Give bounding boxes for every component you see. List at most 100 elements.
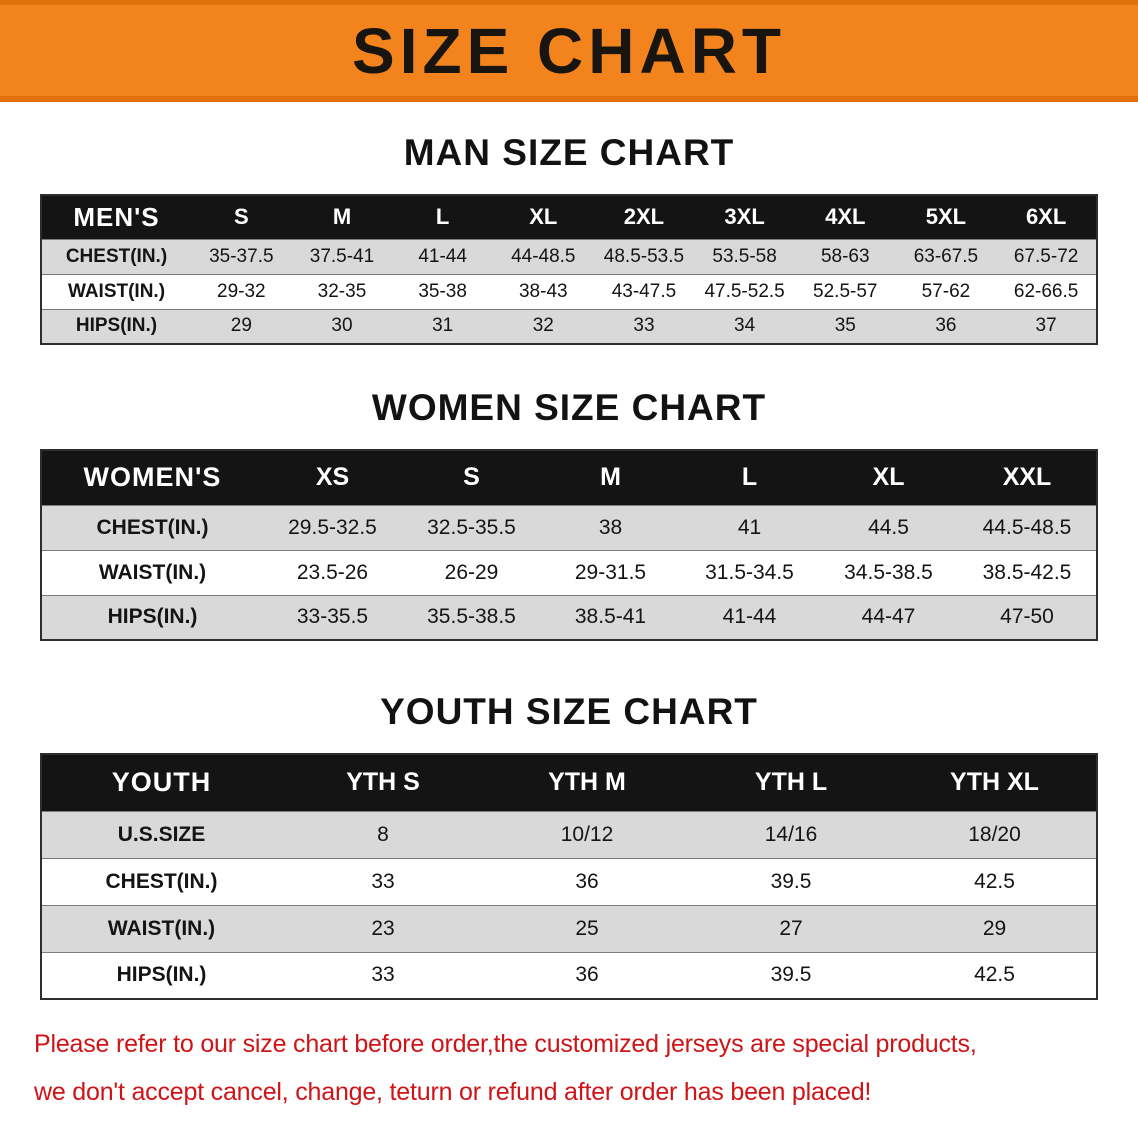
size-value-cell: 36 — [485, 951, 689, 999]
size-value-cell: 33 — [593, 308, 695, 344]
size-value-cell: 44-48.5 — [492, 238, 594, 274]
size-column-header: XL — [529, 204, 558, 230]
measurement-row: CHEST(IN.) 29.5-32.5 32.5-35.5 38 41 44.5 44.5… — [41, 504, 1097, 550]
size-value-cell: 44.5 — [819, 504, 958, 550]
table-header-row: YOUTH YTH S YTH M YTH L YTH XL — [41, 754, 1097, 811]
measurement-row: CHEST(IN.) 35-37.5 37.5-41 41-44 44-48.5 48.5… — [41, 238, 1097, 274]
size-value-cell: 32.5-35.5 — [402, 504, 541, 550]
size-value-cell: 29-32 — [191, 273, 292, 309]
measurement-row: WAIST(IN.) 29-32 32-35 35-38 38-43 43-47.5 47.… — [41, 273, 1097, 309]
youth-size-table: YOUTH YTH S YTH M YTH L YTH XL U.S.SIZE 8 10/12… — [40, 753, 1098, 1000]
size-column-header: YTH XL — [950, 768, 1039, 797]
size-value-cell: 42.5 — [893, 857, 1097, 905]
size-value-cell: 33 — [281, 951, 485, 999]
row-label-cell: WAIST(IN.) — [41, 549, 263, 595]
size-column-header: XS — [315, 463, 350, 492]
size-column-header: L — [741, 463, 758, 492]
size-value-cell: 39.5 — [689, 857, 893, 905]
measurement-row: HIPS(IN.) 29 30 31 32 33 34 35 36 37 — [41, 308, 1097, 344]
size-column-header: M — [332, 204, 352, 230]
size-column-header: 4XL — [825, 204, 866, 230]
size-value-cell: 34.5-38.5 — [819, 549, 958, 595]
size-value-cell: 14/16 — [689, 810, 893, 858]
size-value-cell: 48.5-53.5 — [593, 238, 695, 274]
row-label-cell: HIPS(IN.) — [41, 594, 263, 640]
size-value-cell: 41 — [680, 504, 819, 550]
measurement-row: HIPS(IN.) 33 36 39.5 42.5 — [41, 951, 1097, 999]
size-value-cell: 41-44 — [680, 594, 819, 640]
size-value-cell: 35.5-38.5 — [402, 594, 541, 640]
size-value-cell: 33 — [281, 857, 485, 905]
row-label-cell: HIPS(IN.) — [41, 308, 191, 344]
size-value-cell: 35 — [794, 308, 896, 344]
table-title-cell: WOMEN'S — [83, 462, 222, 493]
size-value-cell: 29-31.5 — [541, 549, 680, 595]
size-value-cell: 27 — [689, 904, 893, 952]
size-value-cell: 35-38 — [392, 273, 493, 309]
disclaimer-line-1: Please refer to our size chart before or… — [34, 1030, 977, 1058]
size-column-header: XL — [872, 463, 905, 492]
measurement-row: HIPS(IN.) 33-35.5 35.5-38.5 38.5-41 41-44 44-… — [41, 594, 1097, 640]
size-value-cell: 32 — [492, 308, 594, 344]
men-size-table: MEN'S S M L XL 2XL 3XL 4XL 5XL 6XL CHEST(IN.) 35-37… — [40, 194, 1098, 345]
size-value-cell: 36 — [485, 857, 689, 905]
size-value-cell: 38-43 — [492, 273, 594, 309]
size-value-cell: 52.5-57 — [794, 273, 896, 309]
size-column-header: S — [233, 204, 249, 230]
size-value-cell: 25 — [485, 904, 689, 952]
row-label-cell: CHEST(IN.) — [41, 504, 263, 550]
men-size-chart-section: MAN SIZE CHART MEN'S S M L XL 2XL 3XL 4XL 5XL 6XL… — [0, 132, 1138, 345]
size-value-cell: 18/20 — [893, 810, 1097, 858]
disclaimer-line-2: we don't accept cancel, change, teturn o… — [34, 1078, 872, 1107]
size-value-cell: 38.5-41 — [541, 594, 680, 640]
size-value-cell: 23 — [281, 904, 485, 952]
size-value-cell: 43-47.5 — [593, 273, 695, 309]
size-value-cell: 47-50 — [958, 594, 1097, 640]
size-value-cell: 41-44 — [392, 238, 493, 274]
size-value-cell: 47.5-52.5 — [694, 273, 795, 309]
size-column-header: YTH M — [548, 768, 626, 797]
size-column-header: L — [435, 204, 450, 230]
size-value-cell: 44-47 — [819, 594, 958, 640]
size-value-cell: 42.5 — [893, 951, 1097, 999]
table-header-row: MEN'S S M L XL 2XL 3XL 4XL 5XL 6XL — [41, 195, 1097, 239]
size-value-cell: 57-62 — [895, 273, 997, 309]
men-section-heading: MAN SIZE CHART — [403, 132, 735, 173]
measurement-row: WAIST(IN.) 23.5-26 26-29 29-31.5 31.5-34.5 34… — [41, 549, 1097, 595]
page-title: SIZE CHART — [352, 14, 786, 87]
size-value-cell: 44.5-48.5 — [958, 504, 1097, 550]
table-title-cell: MEN'S — [73, 201, 160, 232]
size-value-cell: 67.5-72 — [996, 238, 1097, 274]
row-label-cell: CHEST(IN.) — [41, 238, 191, 274]
size-value-cell: 34 — [694, 308, 795, 344]
row-label-cell: U.S.SIZE — [41, 810, 281, 858]
size-value-cell: 10/12 — [485, 810, 689, 858]
size-value-cell: 31 — [392, 308, 493, 344]
size-value-cell: 62-66.5 — [996, 273, 1097, 309]
row-label-cell: WAIST(IN.) — [41, 273, 191, 309]
size-value-cell: 58-63 — [794, 238, 896, 274]
size-column-header: S — [463, 463, 480, 492]
table-title-cell: YOUTH — [111, 767, 212, 798]
title-banner: SIZE CHART — [0, 0, 1138, 102]
size-column-header: 3XL — [724, 204, 765, 230]
size-column-header: 6XL — [1025, 204, 1067, 230]
size-value-cell: 31.5-34.5 — [680, 549, 819, 595]
size-column-header: YTH S — [346, 768, 420, 797]
size-value-cell: 23.5-26 — [263, 549, 402, 595]
size-value-cell: 29 — [191, 308, 292, 344]
youth-section-heading: YOUTH SIZE CHART — [380, 691, 758, 732]
size-value-cell: 33-35.5 — [263, 594, 402, 640]
size-value-cell: 29.5-32.5 — [263, 504, 402, 550]
size-value-cell: 37.5-41 — [291, 238, 393, 274]
size-column-header: XXL — [1002, 463, 1052, 492]
women-section-heading: WOMEN SIZE CHART — [371, 387, 767, 428]
size-value-cell: 38 — [541, 504, 680, 550]
row-label-cell: CHEST(IN.) — [41, 857, 281, 905]
size-column-header: 5XL — [925, 204, 967, 230]
size-value-cell: 32-35 — [291, 273, 393, 309]
row-label-cell: HIPS(IN.) — [41, 951, 281, 999]
measurement-row: U.S.SIZE 8 10/12 14/16 18/20 — [41, 810, 1097, 858]
youth-size-chart-section: YOUTH SIZE CHART YOUTH YTH S YTH M YTH L YTH… — [0, 691, 1138, 1000]
